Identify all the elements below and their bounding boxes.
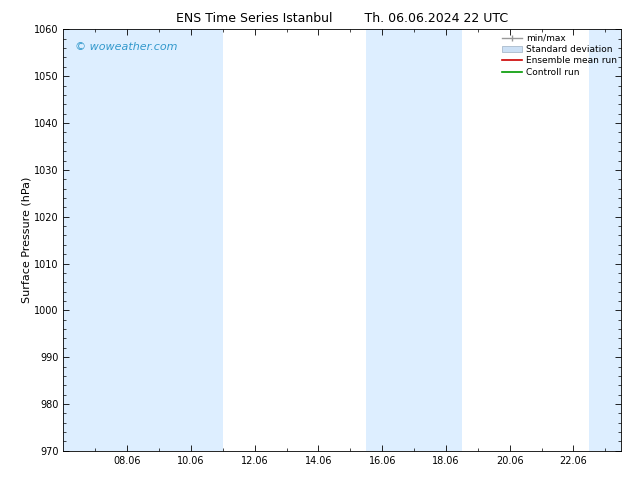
Bar — [590, 29, 621, 451]
Bar — [366, 29, 414, 451]
Bar — [63, 29, 159, 451]
Bar — [159, 29, 223, 451]
Y-axis label: Surface Pressure (hPa): Surface Pressure (hPa) — [21, 177, 31, 303]
Legend: min/max, Standard deviation, Ensemble mean run, Controll run: min/max, Standard deviation, Ensemble me… — [500, 32, 619, 78]
Bar — [414, 29, 462, 451]
Title: ENS Time Series Istanbul        Th. 06.06.2024 22 UTC: ENS Time Series Istanbul Th. 06.06.2024 … — [176, 12, 508, 25]
Text: © woweather.com: © woweather.com — [75, 42, 177, 52]
